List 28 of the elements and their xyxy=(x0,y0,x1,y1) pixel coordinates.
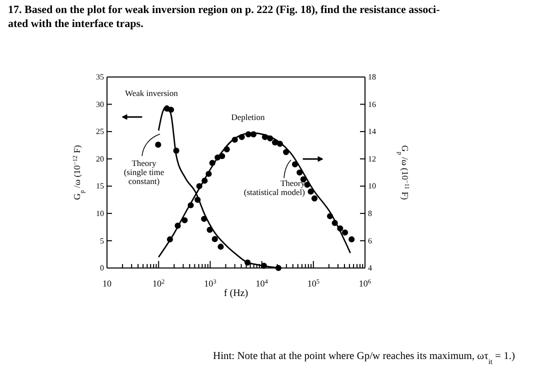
y2-tick-label: 6 xyxy=(368,236,372,246)
y-tick-label: 15 xyxy=(96,182,104,191)
y-tick-label: 10 xyxy=(96,208,104,218)
y2-tick-label: 4 xyxy=(368,264,372,273)
y-tick-label: 5 xyxy=(100,236,104,246)
y2-tick-label: 12 xyxy=(368,154,376,164)
x-tick-label: 10$^{3}$ xyxy=(204,278,216,288)
y2-tick-label: 14 xyxy=(368,127,376,136)
y-tick-label: 35 xyxy=(96,72,104,82)
series-label: Depletion xyxy=(231,112,266,122)
text: Hint: Note that at the point where Gp/w reaches its maximum, ωτ$_{it}$ = 1.) xyxy=(213,351,516,366)
x-axis-title: f (Hz) xyxy=(224,288,248,299)
y2-tick-label: 16 xyxy=(368,100,376,109)
y-tick-label: 30 xyxy=(96,100,104,109)
y-tick-label: 0 xyxy=(100,264,104,273)
series-label: Weak inversion xyxy=(125,88,179,98)
chart-title: 17. Based on the plot for weak inversion region on p. 222 (Fig. 18), find the resistance associ- ated with the interface traps. xyxy=(8,4,440,30)
y2-tick-label: 18 xyxy=(368,72,376,82)
x-tick-label: 10$^{5}$ xyxy=(307,278,320,288)
x-tick-label: 10$^{2}$ xyxy=(152,278,165,288)
y-tick-label: 25 xyxy=(96,127,104,136)
legend-label: Theory (statistical model) xyxy=(244,178,306,197)
x-tick-label: 10$^{6}$ xyxy=(358,278,372,288)
y2-tick-label: 10 xyxy=(368,182,376,191)
x-tick-label: 10$^{4}$ xyxy=(256,278,269,288)
y2-tick-label: 8 xyxy=(368,208,372,218)
y-tick-label: 20 xyxy=(96,154,104,164)
series-label: Theory (single time constant) xyxy=(124,158,164,186)
